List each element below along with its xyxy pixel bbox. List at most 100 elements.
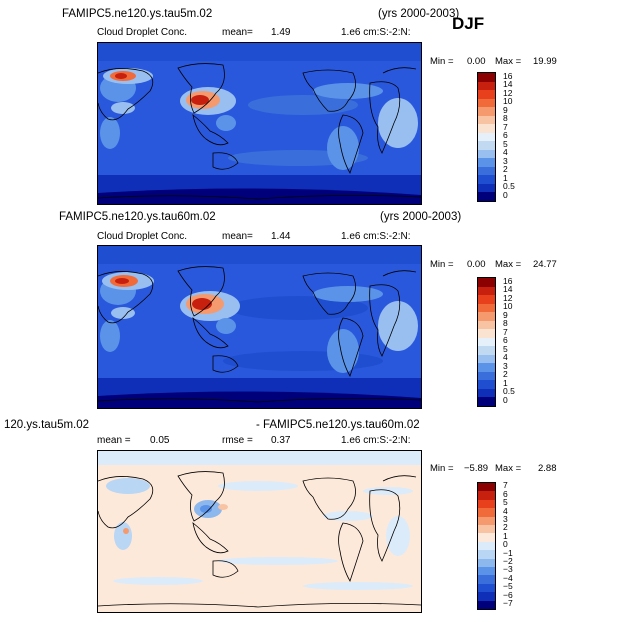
colorbar-swatch xyxy=(478,320,495,330)
colorbar-tick-label: 6 xyxy=(503,335,508,346)
colorbar-swatch xyxy=(478,192,495,201)
colorbar-swatch xyxy=(478,363,495,372)
panel2-min-value: 0.00 xyxy=(467,259,486,270)
colorbar-swatch xyxy=(478,175,495,184)
colorbar-swatch xyxy=(478,303,495,313)
panel2-colorbar xyxy=(477,277,496,407)
colorbar-swatch xyxy=(478,329,495,338)
panel1-field: Cloud Droplet Conc. xyxy=(97,27,188,38)
panel2-max-label: Max = xyxy=(495,259,522,270)
colorbar-tick-label: 0 xyxy=(503,395,508,405)
colorbar-swatch xyxy=(478,483,495,492)
colorbar-tick-label: −5 xyxy=(503,581,513,592)
panel1-max-label: Max = xyxy=(495,56,522,67)
colorbar-tick-label: 5 xyxy=(503,138,508,149)
panel2-title: FAMIPC5.ne120.ys.tau60m.02 xyxy=(59,211,216,223)
colorbar-tick-label: 2 xyxy=(503,522,508,533)
colorbar-swatch xyxy=(478,397,495,406)
panel3-rmse-label: rmse = xyxy=(222,435,253,446)
panel1-colorbar xyxy=(477,72,496,202)
colorbar-tick-label: 6 xyxy=(503,130,508,141)
colorbar-tick-label: 1 xyxy=(503,530,508,541)
colorbar-swatch xyxy=(478,550,495,559)
colorbar-swatch xyxy=(478,73,495,82)
colorbar-tick-label: −4 xyxy=(503,572,513,583)
colorbar-tick-label: 2 xyxy=(503,369,508,380)
colorbar-tick-label: 0.5 xyxy=(503,386,515,397)
panel1-map xyxy=(97,42,422,205)
colorbar-swatch xyxy=(478,115,495,125)
colorbar-swatch xyxy=(478,295,495,304)
panel2-mean-value: 1.44 xyxy=(271,231,291,242)
colorbar-swatch xyxy=(478,354,495,364)
colorbar-swatch xyxy=(478,567,495,576)
colorbar-swatch xyxy=(478,98,495,108)
colorbar-swatch xyxy=(478,158,495,167)
panel2-map xyxy=(97,245,422,409)
colorbar-tick-label: 1 xyxy=(503,172,508,183)
colorbar-tick-label: 6 xyxy=(503,488,508,499)
colorbar-tick-label: −7 xyxy=(503,598,513,608)
colorbar-tick-label: 4 xyxy=(503,352,508,363)
panel3-map xyxy=(97,450,422,613)
colorbar-swatch xyxy=(478,183,495,193)
colorbar-swatch xyxy=(478,388,495,398)
panel2-field: Cloud Droplet Conc. xyxy=(97,231,188,242)
colorbar-tick-label: −2 xyxy=(503,556,513,566)
colorbar-swatch xyxy=(478,533,495,542)
colorbar-swatch xyxy=(478,558,495,568)
panel3-units: 1.e6 cm:S:-2:N: xyxy=(341,435,411,446)
colorbar-tick-label: 14 xyxy=(503,79,513,90)
colorbar-swatch xyxy=(478,278,495,287)
panel3-min-value: −5.89 xyxy=(464,463,489,474)
colorbar-swatch xyxy=(478,491,495,500)
colorbar-tick-label: 9 xyxy=(503,309,508,320)
panel1-max-value: 19.99 xyxy=(533,56,557,67)
colorbar-swatch xyxy=(478,286,495,296)
colorbar-swatch xyxy=(478,600,495,610)
colorbar-swatch xyxy=(478,516,495,526)
panel3-max-value: 2.88 xyxy=(538,463,557,474)
panel1-min-value: 0.00 xyxy=(467,56,486,67)
colorbar-swatch xyxy=(478,371,495,381)
colorbar-tick-label: 0 xyxy=(503,539,508,550)
colorbar-swatch xyxy=(478,107,495,116)
panel1-years: (yrs 2000-2003) xyxy=(378,8,460,20)
panel3-min-label: Min = xyxy=(430,463,454,474)
colorbar-tick-label: 3 xyxy=(503,155,508,166)
colorbar-swatch xyxy=(478,149,495,159)
colorbar-tick-label: −3 xyxy=(503,564,513,575)
colorbar-tick-label: 14 xyxy=(503,284,513,295)
colorbar-swatch xyxy=(478,312,495,321)
colorbar-tick-label: 3 xyxy=(503,360,508,371)
panel2-years: (yrs 2000-2003) xyxy=(380,211,462,223)
panel1-units: 1.e6 cm:S:-2:N: xyxy=(341,27,411,38)
panel2-min-label: Min = xyxy=(430,259,454,270)
colorbar-tick-label: 0.5 xyxy=(503,181,515,192)
colorbar-swatch xyxy=(478,132,495,142)
panel1-min-label: Min = xyxy=(430,56,454,67)
colorbar-tick-label: 16 xyxy=(503,70,513,81)
colorbar-swatch xyxy=(478,508,495,517)
panel3-mean-label: mean = xyxy=(97,435,131,446)
colorbar-swatch xyxy=(478,380,495,389)
colorbar-tick-label: 9 xyxy=(503,104,508,115)
colorbar-tick-label: 10 xyxy=(503,301,513,312)
colorbar-tick-label: 8 xyxy=(503,113,508,124)
colorbar-tick-label: 1 xyxy=(503,377,508,388)
colorbar-tick-label: 4 xyxy=(503,147,508,158)
colorbar-swatch xyxy=(478,81,495,91)
colorbar-tick-label: 8 xyxy=(503,318,508,329)
colorbar-swatch xyxy=(478,346,495,355)
panel3-title-right: - FAMIPC5.ne120.ys.tau60m.02 xyxy=(256,419,420,431)
colorbar-tick-label: 10 xyxy=(503,96,513,107)
colorbar-swatch xyxy=(478,337,495,347)
colorbar-tick-label: 3 xyxy=(503,514,508,524)
panel1-mean-value: 1.49 xyxy=(271,27,291,38)
panel3-rmse-value: 0.37 xyxy=(271,435,291,446)
colorbar-swatch xyxy=(478,141,495,150)
colorbar-swatch xyxy=(478,124,495,133)
colorbar-tick-label: 12 xyxy=(503,87,513,98)
panel1-mean-label: mean= xyxy=(222,27,253,38)
colorbar-tick-label: 5 xyxy=(503,343,508,354)
